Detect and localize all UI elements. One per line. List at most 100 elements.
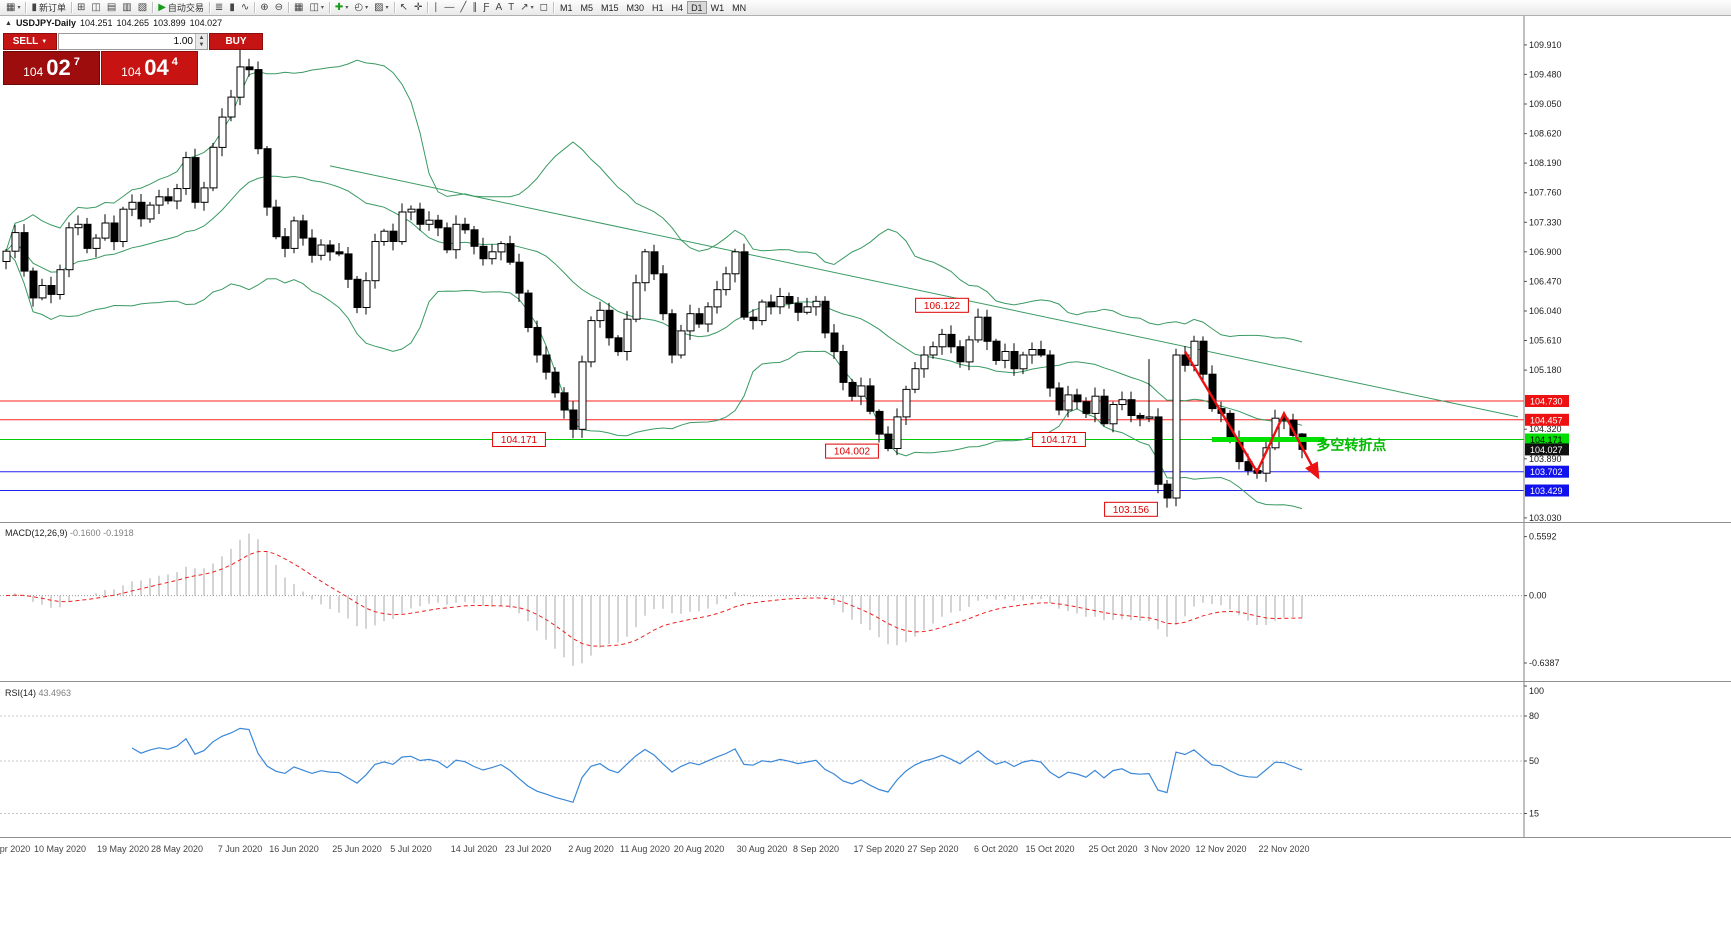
ohlc-high: 104.265 [116, 18, 150, 28]
buy-button[interactable]: BUY [209, 33, 263, 50]
zoom-out-icon[interactable]: ⊖ [274, 1, 283, 13]
toolbar-separator [427, 2, 429, 13]
macd-name: MACD(12,26,9) [5, 528, 68, 538]
candlestick-chart-icon[interactable]: ▮ [229, 1, 235, 13]
new-chart-icon[interactable]: ▦ ▾ [6, 1, 21, 13]
templates-icon[interactable]: ▨ ▾ [374, 1, 389, 13]
autotrading-button[interactable]: ▶ 自动交易 [158, 1, 204, 14]
svg-text:107.330: 107.330 [1529, 217, 1562, 227]
line-chart-icon[interactable]: ∿ [240, 1, 250, 13]
volume-input[interactable] [59, 34, 195, 49]
new-order-button[interactable]: ▮ 新订单 [31, 1, 66, 14]
crosshair-icon[interactable]: ✛ [413, 1, 423, 13]
svg-text:25 Jun 2020: 25 Jun 2020 [332, 844, 382, 854]
svg-text:0.00: 0.00 [1529, 591, 1547, 601]
timeframe-H4[interactable]: H4 [671, 2, 684, 13]
svg-text:103.890: 103.890 [1529, 454, 1562, 464]
timeframe-M5[interactable]: M5 [580, 2, 593, 13]
shapes-tool-icon[interactable]: ◻ [539, 1, 548, 13]
timeframe-H1[interactable]: H1 [652, 2, 664, 13]
svg-text:109.910: 109.910 [1529, 40, 1562, 50]
sell-caret-icon: ▼ [41, 38, 48, 45]
timeframe-W1[interactable]: W1 [710, 2, 725, 13]
timeframe-M30[interactable]: M30 [626, 2, 645, 13]
price-axis[interactable]: 109.910 109.480 109.050 108.620 108.190 107.7… [1523, 15, 1569, 838]
toolbar-separator [254, 2, 256, 13]
rsi-values: 43.4963 [38, 688, 72, 698]
svg-text:-0.6387: -0.6387 [1529, 658, 1560, 668]
svg-text:5 Jul 2020: 5 Jul 2020 [390, 844, 432, 854]
candlesticks [2, 49, 1307, 508]
volume-up-icon[interactable]: ▲ [196, 34, 207, 42]
svg-text:106.470: 106.470 [1529, 276, 1562, 286]
pane-dividers [0, 522, 1731, 838]
add-indicator-icon[interactable]: ✚ ▾ [334, 1, 349, 13]
buy-label: BUY [225, 36, 247, 47]
sell-price-tile[interactable]: 104 02 7 [3, 51, 100, 85]
sell-button[interactable]: SELL ▼ [3, 33, 57, 50]
bar-chart-icon[interactable]: ≣ [214, 1, 224, 13]
trendline-icon[interactable]: ╱ [460, 1, 467, 13]
zigzag-annotation [1183, 350, 1320, 480]
svg-text:17 Sep 2020: 17 Sep 2020 [853, 844, 904, 854]
strategy-tester-icon[interactable]: ▧ [137, 1, 148, 13]
rsi-indicator-label: RSI(14) 43.4963 [5, 688, 71, 698]
svg-text:107.760: 107.760 [1529, 188, 1562, 198]
timeframe-D1[interactable]: D1 [687, 1, 707, 14]
volume-down-icon[interactable]: ▼ [196, 41, 207, 49]
data-window-icon[interactable]: ◫ [91, 1, 101, 13]
channel-icon[interactable]: ∥ [472, 1, 478, 13]
svg-text:14 Jul 2020: 14 Jul 2020 [451, 844, 498, 854]
toolbar-separator [71, 2, 72, 13]
zoom-in-icon[interactable]: ⊕ [260, 1, 269, 13]
timeframe-M1[interactable]: M1 [559, 2, 573, 13]
arrows-tool-icon[interactable]: ↗ ▾ [520, 1, 534, 13]
sell-price-prefix: 104 [23, 64, 44, 79]
terminal-icon[interactable]: ▥ [122, 1, 132, 13]
svg-text:3 Nov 2020: 3 Nov 2020 [1144, 844, 1190, 854]
market-watch-icon[interactable]: ⊞ [77, 1, 86, 13]
svg-text:30 Aug 2020: 30 Aug 2020 [737, 844, 788, 854]
timeframe-MN[interactable]: MN [732, 2, 747, 13]
svg-text:27 Sep 2020: 27 Sep 2020 [907, 844, 958, 854]
svg-text:103.156: 103.156 [1113, 505, 1150, 516]
timeframe-M15[interactable]: M15 [601, 2, 619, 13]
rsi-name: RSI(14) [5, 688, 37, 698]
svg-text:16 Jun 2020: 16 Jun 2020 [269, 844, 319, 854]
volume-control[interactable]: ▲ ▼ [58, 33, 208, 50]
cascade-windows-icon[interactable]: ◫ ▾ [309, 1, 324, 13]
svg-text:28 May 2020: 28 May 2020 [151, 844, 203, 854]
svg-text:20 Aug 2020: 20 Aug 2020 [674, 844, 725, 854]
fibonacci-icon[interactable]: Ƒ [483, 1, 490, 13]
volume-spinner[interactable]: ▲ ▼ [195, 34, 207, 49]
label-tool-icon[interactable]: T [508, 1, 515, 13]
svg-text:106.900: 106.900 [1529, 247, 1562, 257]
rsi-series [0, 715, 1524, 814]
main-toolbar: ▦ ▾ ▮ 新订单 ⊞ ◫ ▤ ▥ ▧ ▶ 自动交易 ≣ ▮ ∿ ⊕ ⊖ ▦ ◫ ▾ ✚ ▾ ◴ ▾ ▨ ▾ ↖ ✛ ∣ ― ╱ ∥ Ƒ A T ↗… [0, 0, 1731, 16]
navigator-icon[interactable]: ▤ [106, 1, 117, 13]
svg-text:104.730: 104.730 [1530, 397, 1563, 407]
toolbar-separator [25, 2, 27, 13]
svg-text:105.610: 105.610 [1529, 336, 1562, 346]
buy-price-frac: 4 [171, 56, 178, 68]
turning-point-note: 多空转折点 [1316, 437, 1386, 453]
buy-price-tile[interactable]: 104 04 4 [101, 51, 198, 85]
toolbar-separator [328, 2, 330, 13]
text-tool-icon[interactable]: A [495, 1, 503, 13]
tile-windows-icon[interactable]: ▦ [294, 1, 304, 13]
svg-text:6 Oct 2020: 6 Oct 2020 [974, 844, 1018, 854]
cursor-icon[interactable]: ↖ [399, 1, 408, 13]
svg-text:108.620: 108.620 [1529, 129, 1562, 139]
ohlc-low: 103.899 [153, 18, 186, 28]
svg-text:108.190: 108.190 [1529, 158, 1562, 168]
periods-icon[interactable]: ◴ ▾ [354, 1, 369, 13]
svg-text:100: 100 [1529, 686, 1544, 696]
horizontal-line-icon[interactable]: ― [444, 1, 455, 13]
svg-text:2 Aug 2020: 2 Aug 2020 [568, 844, 614, 854]
one-click-trading-panel: SELL ▼ ▲ ▼ BUY 104 02 7 104 04 [3, 33, 263, 85]
vertical-line-icon[interactable]: ∣ [433, 1, 439, 13]
svg-text:12 Nov 2020: 12 Nov 2020 [1195, 844, 1246, 854]
svg-text:8 Sep 2020: 8 Sep 2020 [793, 844, 839, 854]
